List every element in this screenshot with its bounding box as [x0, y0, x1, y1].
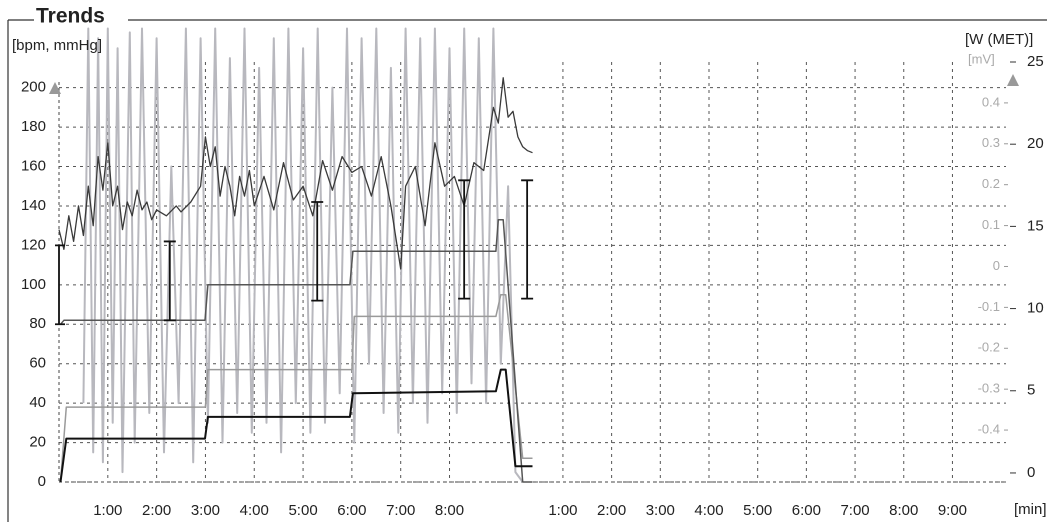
- y3-tick-label: -0.4: [978, 421, 1000, 436]
- x-tick-label: 6:00: [337, 502, 366, 519]
- y-tick-label: 180: [21, 118, 46, 135]
- y-tick-label: 0: [38, 473, 46, 490]
- series-line: [82, 27, 524, 483]
- y-tick-label: 40: [29, 394, 46, 411]
- x-tick-label: 2:00: [142, 502, 171, 519]
- y2-tick-label: 5: [1027, 382, 1035, 399]
- bp-bar: [55, 244, 65, 326]
- plot: [55, 27, 534, 483]
- y-tick-label: 140: [21, 197, 46, 214]
- y3-tick-label: 0: [993, 258, 1000, 273]
- y-tick-label: 120: [21, 236, 46, 253]
- x2-tick-label: 8:00: [889, 502, 918, 519]
- y3-axis-label: [mV]: [968, 51, 995, 66]
- x2-tick-label: 6:00: [792, 502, 821, 519]
- y2-tick-label: 25: [1027, 53, 1044, 70]
- y2-tick-label: 15: [1027, 217, 1044, 234]
- chart-title: Trends: [36, 5, 105, 28]
- y-tick-label: 100: [21, 276, 46, 293]
- bp-bar: [311, 201, 324, 302]
- bp-bar: [458, 179, 471, 300]
- x-tick-label: 4:00: [240, 502, 269, 519]
- y-tick-label: 80: [29, 315, 46, 332]
- x-tick-label: 5:00: [288, 502, 317, 519]
- axis-arrow: [49, 82, 61, 94]
- y2-tick-label: 10: [1027, 300, 1044, 317]
- y-axis-label: [bpm, mmHg]: [12, 37, 102, 54]
- bp-bar: [163, 240, 176, 322]
- y3-tick-label: -0.3: [978, 381, 1000, 396]
- x2-tick-label: 1:00: [548, 502, 577, 519]
- series-line: [59, 218, 533, 483]
- x-tick-label: 3:00: [191, 502, 220, 519]
- frame: [7, 19, 1047, 522]
- bp-bar: [521, 179, 534, 300]
- series-line: [59, 368, 533, 483]
- x-axis-label: [min]: [1014, 501, 1047, 518]
- x2-tick-label: 3:00: [646, 502, 675, 519]
- y2-tick-label: 0: [1027, 464, 1035, 481]
- y-tick-label: 20: [29, 434, 46, 451]
- y3-tick-label: 0.4: [982, 94, 1000, 109]
- y3-tick-label: 0.1: [982, 217, 1000, 232]
- y3-tick-label: 0.2: [982, 176, 1000, 191]
- y3-tick-label: -0.1: [978, 299, 1000, 314]
- x2-tick-label: 2:00: [597, 502, 626, 519]
- y-tick-label: 160: [21, 157, 46, 174]
- x-tick-label: 8:00: [435, 502, 464, 519]
- y2-axis-label: [W (MET)]: [965, 31, 1033, 48]
- y3-tick-label: 0.3: [982, 135, 1000, 150]
- y-tick-label: 200: [21, 79, 46, 96]
- x-tick-label: 7:00: [386, 502, 415, 519]
- x2-tick-label: 5:00: [743, 502, 772, 519]
- x-tick-label: 1:00: [93, 502, 122, 519]
- series-line: [59, 293, 533, 483]
- y3-tick-label: -0.2: [978, 340, 1000, 355]
- y2-tick-label: 20: [1027, 135, 1044, 152]
- labels: 0 20 40 60 80 100 120 140 160 180 200 0 5 10 15 20 25 -0.…: [21, 53, 1044, 519]
- x2-tick-label: 7:00: [840, 502, 869, 519]
- x2-tick-label: 4:00: [694, 502, 723, 519]
- series-line: [58, 77, 533, 270]
- axis-arrow: [1007, 74, 1019, 86]
- y-tick-label: 60: [29, 355, 46, 372]
- x2-tick-label: 9:00: [938, 502, 967, 519]
